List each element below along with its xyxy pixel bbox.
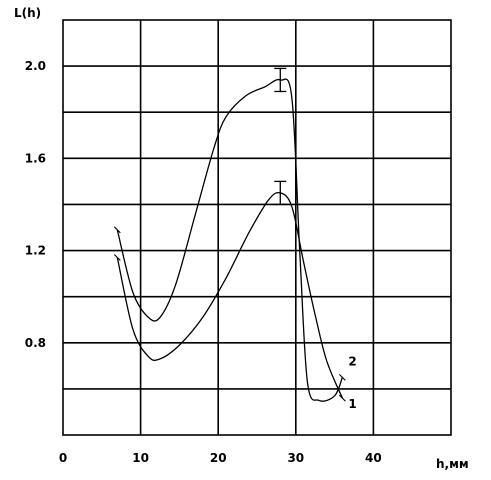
x-tick-label: 10 <box>132 451 149 465</box>
series-2-label: 2 <box>348 354 356 368</box>
series-1-point <box>113 254 121 261</box>
x-tick-label: 0 <box>59 451 67 465</box>
series-2-line <box>116 78 344 402</box>
y-tick-label: 0.8 <box>25 336 46 350</box>
y-tick-label: 1.6 <box>25 151 46 165</box>
y-axis-label: L(h) <box>14 6 41 20</box>
series-1-point <box>338 394 346 402</box>
x-tick-label: 30 <box>287 451 304 465</box>
y-tick-label: 1.2 <box>25 244 46 258</box>
tick-labels: 0 10 20 30 40 0.8 1.2 1.6 2.0 <box>25 59 382 465</box>
x-tick-label: 20 <box>210 451 227 465</box>
plot-frame <box>62 19 452 436</box>
x-tick-label: 40 <box>365 451 382 465</box>
series-2-point <box>338 373 346 381</box>
y-tick-label: 2.0 <box>25 59 46 73</box>
x-axis-label: h,мм <box>436 457 469 471</box>
series-1-line <box>116 191 343 399</box>
series-1-label: 1 <box>348 397 356 411</box>
grid <box>62 19 452 436</box>
plot-area: 12 <box>113 67 357 411</box>
series-2-point <box>113 226 121 234</box>
